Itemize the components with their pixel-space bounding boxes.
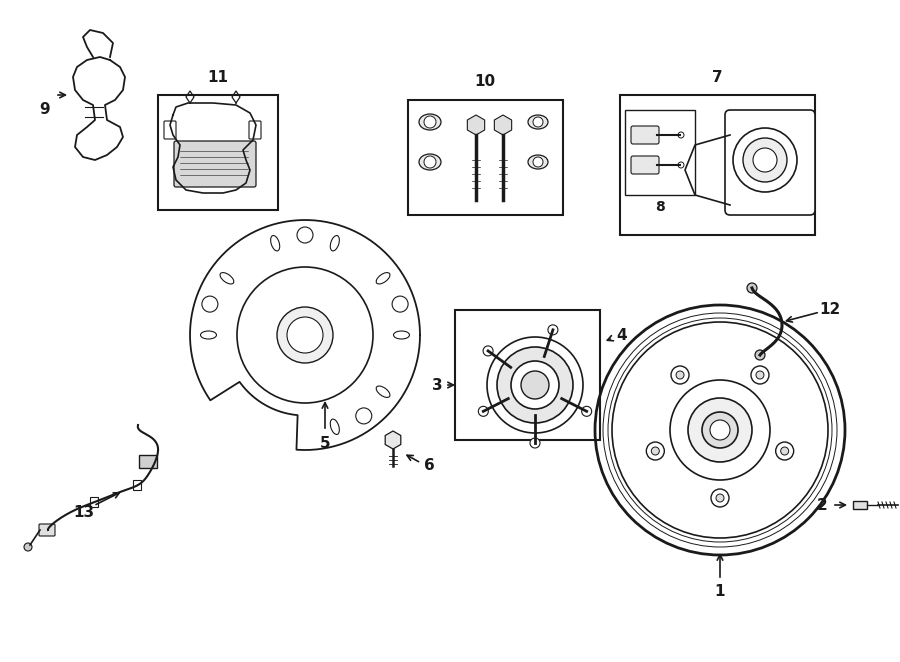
Text: 9: 9 [40,103,50,117]
Circle shape [756,371,764,379]
Ellipse shape [393,331,410,339]
Circle shape [671,366,689,384]
Circle shape [277,307,333,363]
Circle shape [424,116,436,128]
FancyBboxPatch shape [631,156,659,174]
Text: 6: 6 [424,459,435,473]
Circle shape [297,227,313,243]
Circle shape [533,117,543,127]
Text: 8: 8 [655,200,665,214]
Circle shape [702,412,738,448]
Circle shape [743,138,787,182]
Text: 2: 2 [816,498,827,512]
Circle shape [753,148,777,172]
Text: 10: 10 [474,75,496,89]
FancyBboxPatch shape [164,121,176,139]
Text: 3: 3 [432,377,442,393]
Text: 1: 1 [715,585,725,600]
Circle shape [533,157,543,167]
FancyBboxPatch shape [725,110,815,215]
Circle shape [733,128,797,192]
Circle shape [511,361,559,409]
Circle shape [287,317,323,353]
Circle shape [755,350,765,360]
Circle shape [711,489,729,507]
Circle shape [776,442,794,460]
Circle shape [202,296,218,312]
Circle shape [487,337,583,433]
FancyBboxPatch shape [631,126,659,144]
Text: 13: 13 [73,505,94,520]
Bar [455,310,600,440]
Circle shape [521,371,549,399]
Ellipse shape [220,273,234,284]
Text: 11: 11 [208,70,229,85]
Circle shape [548,325,558,335]
Circle shape [678,132,684,138]
FancyBboxPatch shape [249,121,261,139]
Circle shape [688,398,752,462]
Text: 7: 7 [712,70,723,85]
Ellipse shape [376,273,390,284]
Circle shape [478,406,489,416]
Bar [408,100,563,215]
Circle shape [710,420,730,440]
Bar [625,110,695,195]
FancyBboxPatch shape [174,141,256,187]
Circle shape [530,438,540,448]
Circle shape [497,347,573,423]
FancyBboxPatch shape [139,455,157,468]
Ellipse shape [271,236,280,251]
Circle shape [392,296,408,312]
Circle shape [751,366,769,384]
FancyBboxPatch shape [90,497,98,507]
Text: 5: 5 [320,436,330,451]
FancyBboxPatch shape [853,501,867,509]
Ellipse shape [528,115,548,129]
Text: 12: 12 [819,303,841,318]
Circle shape [747,283,757,293]
Circle shape [646,442,664,460]
Ellipse shape [201,331,217,339]
Ellipse shape [528,155,548,169]
Ellipse shape [419,154,441,170]
Ellipse shape [330,419,339,434]
FancyBboxPatch shape [133,481,141,491]
Circle shape [676,371,684,379]
FancyBboxPatch shape [39,524,55,536]
Bar [158,95,278,210]
Circle shape [678,162,684,168]
Circle shape [356,408,372,424]
Circle shape [581,406,591,416]
Bar [620,95,815,235]
Circle shape [716,494,724,502]
Ellipse shape [330,236,339,251]
Circle shape [652,447,660,455]
Circle shape [780,447,788,455]
Text: 4: 4 [616,328,627,342]
Circle shape [424,156,436,168]
Ellipse shape [419,114,441,130]
Circle shape [483,346,493,356]
Ellipse shape [376,386,390,397]
Circle shape [24,543,32,551]
